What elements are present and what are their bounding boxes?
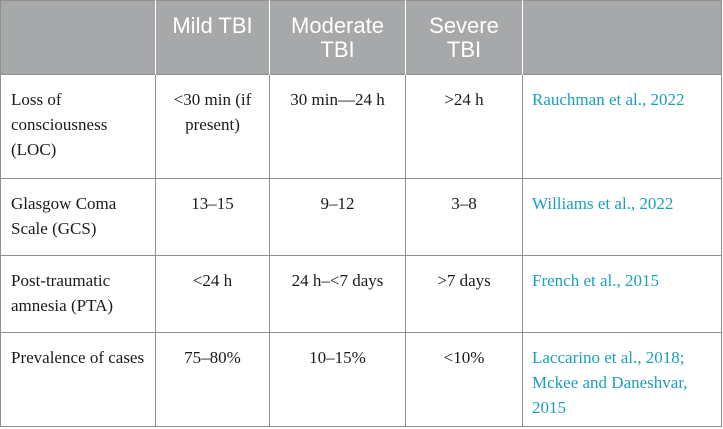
table-row: Prevalence of cases 75–80% 10–15% <10% L… xyxy=(0,332,722,427)
mild-value-cell: 75–80% xyxy=(155,332,270,427)
table-row: Glasgow Coma Scale (GCS) 13–15 9–12 3–8 … xyxy=(0,178,722,256)
severe-value-cell: 3–8 xyxy=(405,178,523,256)
header-moderate-tbi: Moderate TBI xyxy=(269,0,406,75)
reference-link[interactable]: French et al., 2015 xyxy=(522,255,722,333)
moderate-value-cell: 30 min—24 h xyxy=(269,74,406,179)
header-row: Mild TBI Moderate TBI Severe TBI xyxy=(0,0,722,75)
header-feature xyxy=(0,0,156,75)
table-row: Loss of consciousness (LOC) <30 min (if … xyxy=(0,74,722,179)
feature-cell: Post-traumatic amnesia (PTA) xyxy=(0,255,156,333)
header-mild-tbi: Mild TBI xyxy=(155,0,270,75)
severe-value-cell: >7 days xyxy=(405,255,523,333)
table-row: Post-traumatic amnesia (PTA) <24 h 24 h–… xyxy=(0,255,722,333)
moderate-value-cell: 24 h–<7 days xyxy=(269,255,406,333)
reference-link[interactable]: Williams et al., 2022 xyxy=(522,178,722,256)
reference-link[interactable]: Laccarino et al., 2018; Mckee and Danesh… xyxy=(522,332,722,427)
feature-cell: Loss of consciousness (LOC) xyxy=(0,74,156,179)
moderate-value-cell: 9–12 xyxy=(269,178,406,256)
reference-link[interactable]: Rauchman et al., 2022 xyxy=(522,74,722,179)
severe-value-cell: >24 h xyxy=(405,74,523,179)
header-reference xyxy=(522,0,722,75)
mild-value-cell: <24 h xyxy=(155,255,270,333)
severe-value-cell: <10% xyxy=(405,332,523,427)
feature-cell: Glasgow Coma Scale (GCS) xyxy=(0,178,156,256)
moderate-value-cell: 10–15% xyxy=(269,332,406,427)
feature-cell: Prevalence of cases xyxy=(0,332,156,427)
header-severe-tbi: Severe TBI xyxy=(405,0,523,75)
mild-value-cell: <30 min (if present) xyxy=(155,74,270,179)
mild-value-cell: 13–15 xyxy=(155,178,270,256)
